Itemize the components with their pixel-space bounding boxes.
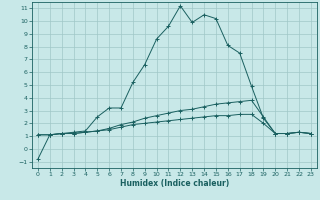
X-axis label: Humidex (Indice chaleur): Humidex (Indice chaleur) bbox=[120, 179, 229, 188]
